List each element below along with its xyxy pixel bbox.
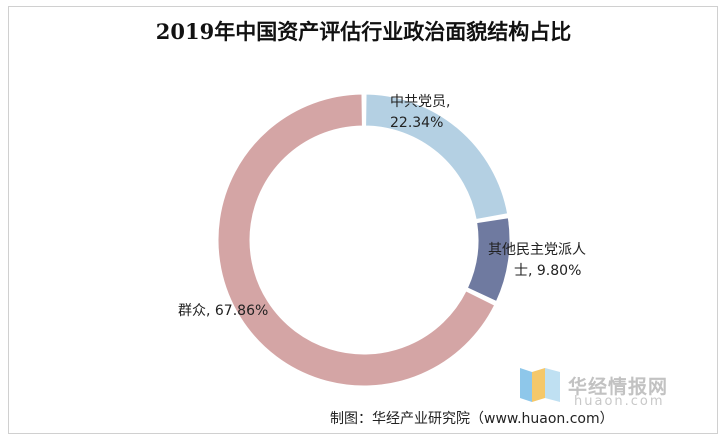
watermark-brand: 华经情报网 — [568, 376, 669, 398]
chart-source: 制图：华经产业研究院（www.huaon.com） — [330, 411, 614, 427]
chart-title: 2019年中国资产评估行业政治面貌结构占比 — [155, 19, 572, 44]
slice-labels: 中共党员, 22.34% 其他民主党派人 士, 9.80% 群众, 67.86% — [178, 94, 586, 319]
label-democratic-parties-line1: 其他民主党派人 — [488, 242, 586, 258]
slice-masses — [217, 93, 496, 387]
label-democratic-parties-line2: 士, 9.80% — [514, 263, 581, 279]
slice-party-member — [365, 93, 509, 221]
watermark-logo — [520, 368, 560, 402]
label-party-member-line1: 中共党员, — [390, 94, 450, 110]
label-masses: 群众, 67.86% — [178, 303, 268, 319]
slice-democratic-parties — [466, 217, 511, 303]
watermark-url: huaon.com — [574, 394, 665, 409]
label-party-member-line2: 22.34% — [390, 115, 443, 131]
donut-slices — [217, 93, 511, 387]
